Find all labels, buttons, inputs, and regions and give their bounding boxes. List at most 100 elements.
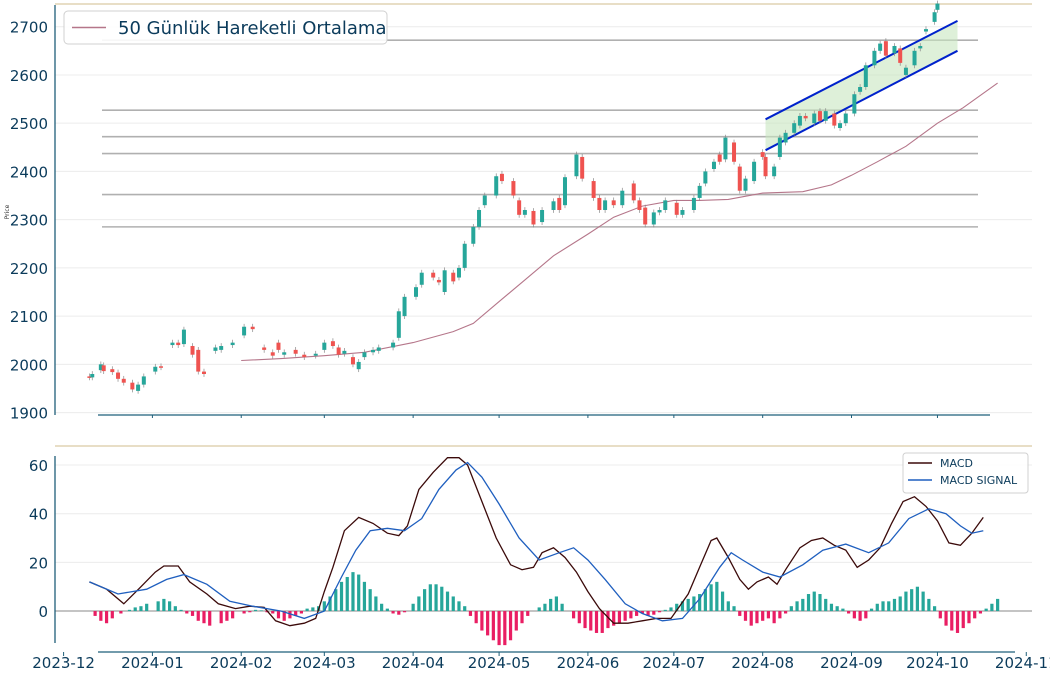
macd-histogram-bar bbox=[422, 589, 427, 612]
macd-histogram-bar bbox=[932, 606, 937, 612]
macd-histogram-bar bbox=[961, 611, 965, 629]
macd-histogram-bar bbox=[428, 584, 432, 612]
candle-body bbox=[923, 29, 928, 32]
macd-histogram-bar bbox=[445, 591, 450, 612]
candle-body bbox=[431, 272, 436, 278]
candle-body bbox=[691, 197, 696, 210]
candle-body bbox=[230, 342, 235, 346]
macd-histogram-bar bbox=[242, 611, 246, 614]
candle-body bbox=[213, 347, 218, 351]
candle-body bbox=[935, 3, 940, 10]
candle-body bbox=[832, 113, 837, 126]
xtick-label: 2024-07 bbox=[643, 654, 706, 672]
candle-body bbox=[181, 329, 186, 345]
macd-histogram-bar bbox=[778, 611, 782, 619]
price-legend-box bbox=[63, 10, 388, 45]
macd-histogram-bar bbox=[709, 584, 713, 612]
candle-body bbox=[276, 342, 281, 350]
trend-channel-upper bbox=[765, 20, 958, 121]
macd-histogram-bar bbox=[589, 611, 593, 631]
macd-histogram-bar bbox=[554, 596, 558, 612]
price-ytick-label: 2100 bbox=[10, 308, 48, 326]
macd-histogram-bar bbox=[259, 610, 263, 612]
macd-histogram-bar bbox=[869, 608, 874, 612]
macd-histogram-bar bbox=[411, 603, 415, 612]
macd-histogram-bar bbox=[139, 606, 143, 612]
candle-body bbox=[878, 43, 883, 51]
candle-body bbox=[451, 272, 456, 282]
macd-histogram-bar bbox=[391, 611, 395, 614]
candle-body bbox=[631, 183, 636, 201]
candle-body bbox=[838, 123, 843, 128]
macd-histogram-bar bbox=[772, 611, 776, 624]
candle-body bbox=[823, 111, 828, 121]
macd-histogram-bar bbox=[305, 608, 309, 612]
candle-body bbox=[293, 349, 298, 354]
macd-legend: MACD MACD SIGNAL bbox=[902, 452, 1029, 494]
macd-histogram-bar bbox=[881, 601, 885, 612]
candle-body bbox=[391, 342, 396, 348]
macd-histogram-bar bbox=[185, 611, 189, 614]
candle-body bbox=[517, 200, 522, 215]
candle-body bbox=[362, 352, 367, 358]
candle-body bbox=[130, 382, 135, 390]
macd-histogram-bar bbox=[549, 598, 553, 612]
candle-body bbox=[98, 364, 103, 371]
candle-body bbox=[557, 197, 562, 210]
candle-body bbox=[551, 201, 556, 210]
price-ytick-label: 2700 bbox=[10, 19, 48, 37]
candle-body bbox=[219, 346, 224, 350]
macd-histogram-bar bbox=[743, 611, 748, 621]
macd-ytick-label: 20 bbox=[29, 554, 48, 572]
macd-histogram-bar bbox=[892, 598, 897, 612]
candle-body bbox=[522, 210, 527, 215]
macd-histogram-bar bbox=[996, 598, 1000, 612]
candle-body bbox=[87, 376, 92, 378]
candle-body bbox=[858, 87, 863, 92]
macd-histogram-bar bbox=[248, 611, 252, 613]
price-ytick-label: 2600 bbox=[10, 67, 48, 85]
macd-histogram-bar bbox=[583, 611, 587, 629]
candle-body bbox=[680, 210, 685, 215]
macd-histogram-bar bbox=[829, 603, 834, 612]
price-ytick-label: 2500 bbox=[10, 115, 48, 133]
candle-body bbox=[574, 154, 579, 177]
macd-histogram-bar bbox=[726, 601, 730, 612]
candle-body bbox=[912, 50, 917, 66]
candle-body bbox=[717, 154, 722, 162]
candle-body bbox=[797, 115, 802, 126]
xtick-label: 2024-01 bbox=[121, 654, 184, 672]
price-ytick-label: 2300 bbox=[10, 212, 48, 230]
macd-histogram-bar bbox=[253, 609, 258, 612]
candle-body bbox=[760, 152, 765, 157]
macd-histogram-bar bbox=[457, 601, 461, 612]
candle-body bbox=[651, 212, 656, 225]
macd-histogram-bar bbox=[463, 606, 467, 612]
macd-histogram-bar bbox=[663, 609, 667, 612]
candle-body bbox=[302, 354, 307, 358]
macd-histogram-bar bbox=[351, 572, 355, 612]
candle-body bbox=[637, 200, 642, 210]
macd-histogram-bar bbox=[738, 611, 742, 616]
macd-histogram-bar bbox=[179, 609, 183, 612]
candle-body bbox=[817, 111, 822, 121]
candle-body bbox=[242, 326, 247, 336]
macd-histogram-bar bbox=[835, 606, 839, 612]
candle-body bbox=[812, 113, 817, 124]
macd-histogram-bar bbox=[225, 611, 229, 621]
macd-histogram-bar bbox=[311, 607, 315, 612]
candle-body bbox=[603, 200, 608, 210]
xtick-label: 2024-05 bbox=[468, 654, 531, 672]
xtick-label: 2024-06 bbox=[557, 654, 620, 672]
candle-body bbox=[196, 349, 201, 372]
macd-histogram-bar bbox=[362, 581, 367, 612]
macd-histogram-bar bbox=[875, 603, 879, 612]
macd-signal-line bbox=[89, 461, 984, 622]
macd-histogram-bar bbox=[380, 603, 384, 612]
macd-histogram-bar bbox=[864, 611, 868, 619]
macd-histogram-bar bbox=[357, 574, 361, 612]
macd-ytick-label: 40 bbox=[29, 506, 48, 524]
candle-body bbox=[511, 181, 516, 196]
macd-histogram-bar bbox=[417, 596, 421, 612]
